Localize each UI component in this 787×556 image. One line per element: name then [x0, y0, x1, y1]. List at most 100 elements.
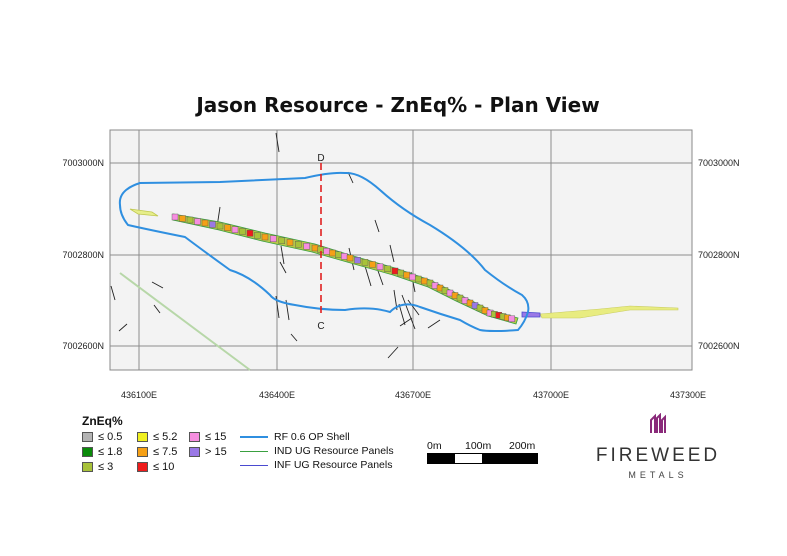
y-tick-label: 7002800N [62, 250, 104, 260]
y-axis-labels-right: 7003000N 7002800N 7002600N [698, 158, 740, 351]
resource-block [295, 241, 302, 248]
resource-block [179, 215, 186, 222]
legend-item: ≤ 1.8 [82, 446, 137, 458]
line-swatch [240, 464, 268, 466]
resource-block [224, 224, 231, 232]
resource-block [329, 249, 336, 257]
line-legend: RF 0.6 OP Shell IND UG Resource Panels I… [240, 430, 394, 472]
resource-block [409, 273, 416, 281]
legend-label: ≤ 7.5 [153, 446, 178, 458]
x-tick-label: 437300E [670, 390, 706, 400]
legend-label: ≤ 3 [98, 461, 114, 473]
resource-block [286, 239, 294, 246]
resource-block [303, 242, 310, 250]
x-tick-label: 436100E [121, 390, 157, 400]
resource-block [231, 226, 239, 233]
legend-label: ≤ 0.5 [98, 431, 123, 443]
legend-swatch [82, 447, 93, 457]
low-grade-tail-east [539, 305, 679, 319]
resource-block [270, 235, 277, 243]
resource-block [376, 263, 384, 270]
map-frame [109, 129, 693, 371]
legend-swatch [189, 432, 200, 442]
y-tick-label: 7002600N [698, 341, 740, 351]
resource-block [186, 216, 194, 224]
resource-block [335, 251, 342, 258]
resource-block [346, 254, 354, 262]
legend-label: ≤ 5.2 [153, 431, 178, 443]
x-tick-label: 436700E [395, 390, 431, 400]
resource-block [403, 271, 410, 279]
line-legend-label: RF 0.6 OP Shell [274, 431, 350, 443]
legend-swatch [82, 462, 93, 472]
line-legend-label: INF UG Resource Panels [274, 459, 393, 471]
scale-label: 200m [509, 440, 536, 452]
low-grade-tail-west [129, 208, 159, 217]
line-legend-item: IND UG Resource Panels [240, 444, 394, 458]
legend-swatch [137, 462, 148, 472]
legend-item: > 15 [189, 446, 241, 458]
legend-swatch [189, 447, 200, 457]
y-axis-labels-left: 7003000N 7002800N 7002600N [62, 158, 104, 351]
line-swatch [240, 450, 268, 452]
resource-block [194, 218, 201, 225]
legend-item: ≤ 10 [137, 461, 189, 473]
resource-block [369, 261, 376, 268]
resource-block [384, 265, 391, 272]
y-tick-label: 7002800N [698, 250, 740, 260]
x-axis-labels: 436100E 436400E 436700E 437000E 437300E [121, 390, 706, 400]
resource-block [361, 259, 369, 266]
resource-block [261, 233, 269, 241]
resource-block [354, 257, 361, 264]
logo-word-fireweed: FIREWEED [595, 445, 721, 466]
section-label-d: D [317, 153, 324, 164]
resource-block [209, 221, 216, 228]
legend-item: ≤ 0.5 [82, 431, 137, 443]
resource-block [391, 267, 399, 275]
legend-swatch [82, 432, 93, 442]
resource-block [341, 253, 348, 260]
panel-blocks [171, 213, 515, 322]
resource-block [415, 275, 422, 283]
resource-block [216, 222, 224, 230]
y-tick-label: 7003000N [62, 158, 104, 168]
resource-block [201, 219, 209, 227]
scale-label: 0m [427, 440, 442, 452]
scale-label: 100m [465, 440, 492, 452]
logo-word-metals: METALS [628, 470, 688, 480]
grade-legend: ZnEq% ≤ 0.5 ≤ 5.2 ≤ 15 ≤ 1.8 ≤ 7.5 > 15 … [82, 414, 241, 473]
op-shell-outline [118, 171, 530, 332]
drillhole-traces [110, 132, 441, 359]
legend-title: ZnEq% [82, 414, 123, 428]
section-label-c: C [317, 321, 324, 332]
faint-trace [119, 272, 251, 371]
legend-label: ≤ 15 [205, 431, 227, 443]
resource-block [278, 237, 285, 244]
resource-block [397, 269, 404, 277]
resource-block [311, 244, 319, 252]
scale-bar: 0m 100m 200m [427, 440, 538, 464]
line-swatch [240, 436, 268, 438]
resource-block [254, 231, 261, 239]
fireweed-logo-icon [650, 412, 666, 433]
resource-block [171, 213, 179, 221]
resource-block [323, 248, 330, 255]
resource-block [246, 230, 254, 237]
inf-panel-small [521, 311, 541, 318]
line-legend-label: IND UG Resource Panels [274, 445, 394, 457]
x-tick-label: 436400E [259, 390, 295, 400]
legend-label: > 15 [205, 446, 227, 458]
resource-block [508, 315, 515, 322]
company-logo: FIREWEED METALS [588, 412, 728, 480]
legend-item: ≤ 3 [82, 461, 137, 473]
resource-panels [129, 208, 679, 325]
legend-item: ≤ 15 [189, 431, 241, 443]
resource-block [421, 277, 428, 285]
legend-label: ≤ 10 [153, 461, 175, 473]
map-title: Jason Resource - ZnEq% - Plan View [194, 93, 599, 117]
grid-lines [110, 130, 692, 370]
legend-swatch [137, 447, 148, 457]
y-tick-label: 7002600N [62, 341, 104, 351]
resource-block [239, 228, 246, 235]
